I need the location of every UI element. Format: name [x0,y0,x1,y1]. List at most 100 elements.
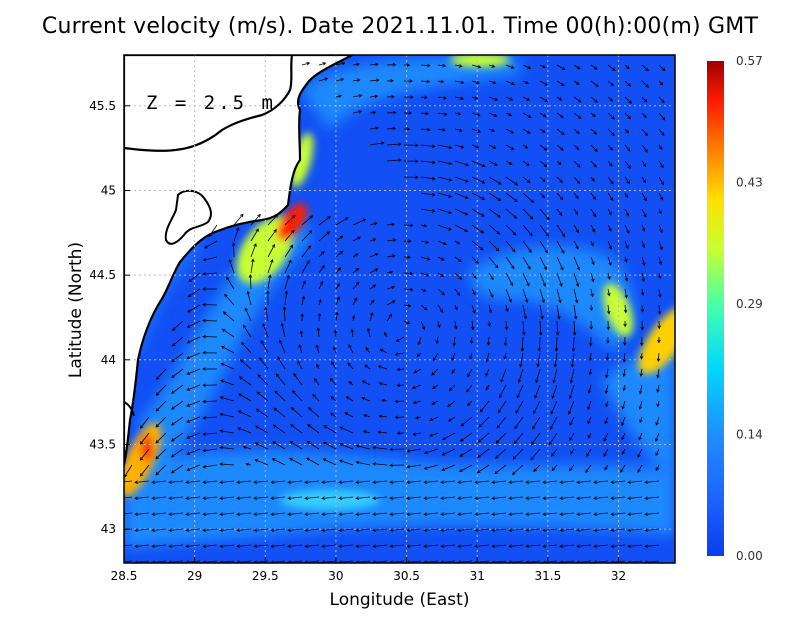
velocity-arrow-head [503,342,508,347]
velocity-arrow-head [355,512,359,516]
velocity-arrow-head [542,113,547,118]
velocity-arrow-head [587,389,592,394]
velocity-arrow [475,512,490,515]
velocity-arrow-head [610,496,614,500]
velocity-arrow-head [520,348,525,352]
velocity-arrow-head [509,97,514,101]
velocity-arrow [471,272,477,279]
velocity-arrow-head [623,342,627,346]
velocity-arrow [658,224,663,233]
velocity-arrow [467,368,473,377]
velocity-arrow [504,352,507,360]
velocity-arrow-head [607,276,611,280]
velocity-arrow [641,256,645,266]
velocity-arrow [641,96,648,103]
velocity-arrow [590,192,596,200]
velocity-arrow-head [253,243,257,247]
velocity-arrow-head [356,78,361,82]
velocity-arrow [256,391,269,402]
velocity-arrow [429,416,439,421]
velocity-arrow-head [338,544,342,548]
velocity-arrow-head [361,396,366,401]
velocity-arrow [407,480,422,483]
velocity-arrow-head [338,459,343,463]
velocity-arrow-head [423,528,427,532]
velocity-arrow [505,96,513,101]
velocity-arrow-head [442,63,447,68]
velocity-arrow-head [306,61,311,66]
velocity-arrow-head [644,544,648,548]
velocity-arrow-head [407,303,412,308]
velocity-arrow [556,192,564,201]
velocity-arrow [403,320,410,324]
velocity-arrow-head [389,544,393,548]
velocity-arrow-head [287,480,291,484]
velocity-arrow-head [389,463,393,468]
velocity-arrow [526,544,541,547]
velocity-arrow-head [474,96,479,100]
velocity-arrow [641,80,649,88]
velocity-arrow-head [511,81,515,86]
velocity-arrow [621,448,626,455]
velocity-arrow [220,512,235,515]
velocity-arrow [171,416,184,426]
velocity-arrow-head [390,79,394,83]
velocity-arrow-head [293,372,297,377]
velocity-arrow [316,364,320,370]
velocity-arrow-head [241,341,245,346]
velocity-arrow-head [238,393,242,397]
velocity-arrow [488,128,495,132]
velocity-arrow [140,464,150,477]
velocity-arrow [539,320,542,335]
velocity-arrow [188,288,201,298]
velocity-arrow-head [371,299,375,304]
velocity-arrow [407,496,422,499]
velocity-arrow [352,218,366,226]
velocity-arrow [512,448,524,460]
velocity-arrow [352,79,360,82]
velocity-arrow [367,328,371,338]
velocity-arrow-head [465,162,470,167]
velocity-arrow [403,304,411,307]
velocity-arrow-head [415,175,419,180]
velocity-arrow-head [639,419,643,424]
x-tick-label: 31.5 [534,569,561,583]
velocity-arrow-head [542,544,546,548]
velocity-arrow [322,544,337,547]
velocity-arrow [335,95,342,98]
velocity-arrow [573,176,581,184]
velocity-arrow-head [316,363,320,368]
velocity-arrow-head [425,273,430,277]
velocity-arrow-head [474,496,478,500]
velocity-arrow-head [485,358,490,363]
velocity-arrow-head [587,435,592,439]
velocity-arrow-head [656,358,661,363]
velocity-arrow [487,336,490,345]
velocity-arrow-head [139,472,144,477]
velocity-arrow [488,320,490,327]
velocity-arrow [534,384,541,399]
velocity-arrow [471,224,484,234]
velocity-arrow-head [389,496,393,500]
velocity-arrow-head [505,308,509,313]
velocity-arrow-head [571,348,576,352]
velocity-arrow-head [548,441,553,446]
velocity-arrow [556,96,562,101]
velocity-arrow [624,176,630,184]
velocity-arrow [570,448,575,455]
velocity-arrow [655,432,660,442]
velocity-arrow-head [643,114,647,119]
velocity-arrow [284,275,290,290]
velocity-arrow-head [425,240,430,244]
velocity-arrow [471,144,479,148]
velocity-arrow-head [551,467,556,472]
velocity-arrow [543,544,558,547]
velocity-arrow [395,352,405,355]
velocity-arrow [471,192,485,200]
velocity-arrow [322,496,337,499]
velocity-arrow [135,544,150,547]
velocity-arrow-head [202,416,206,420]
velocity-arrow-head [609,98,614,102]
velocity-arrow [289,441,303,450]
